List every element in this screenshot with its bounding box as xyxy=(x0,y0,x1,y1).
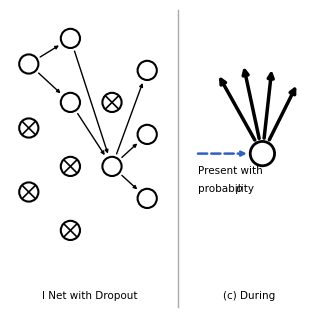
Circle shape xyxy=(61,93,80,112)
Circle shape xyxy=(250,141,275,166)
Circle shape xyxy=(138,61,157,80)
Circle shape xyxy=(19,118,38,138)
Text: p: p xyxy=(235,184,242,194)
Circle shape xyxy=(19,182,38,202)
Text: probability: probability xyxy=(198,184,258,194)
Circle shape xyxy=(19,54,38,74)
Circle shape xyxy=(61,29,80,48)
Text: l Net with Dropout: l Net with Dropout xyxy=(42,291,137,301)
Circle shape xyxy=(102,93,122,112)
Circle shape xyxy=(102,157,122,176)
Circle shape xyxy=(61,157,80,176)
Text: (c) During: (c) During xyxy=(223,291,276,301)
Circle shape xyxy=(138,189,157,208)
Circle shape xyxy=(138,125,157,144)
Text: Present with: Present with xyxy=(198,166,263,176)
Circle shape xyxy=(61,221,80,240)
